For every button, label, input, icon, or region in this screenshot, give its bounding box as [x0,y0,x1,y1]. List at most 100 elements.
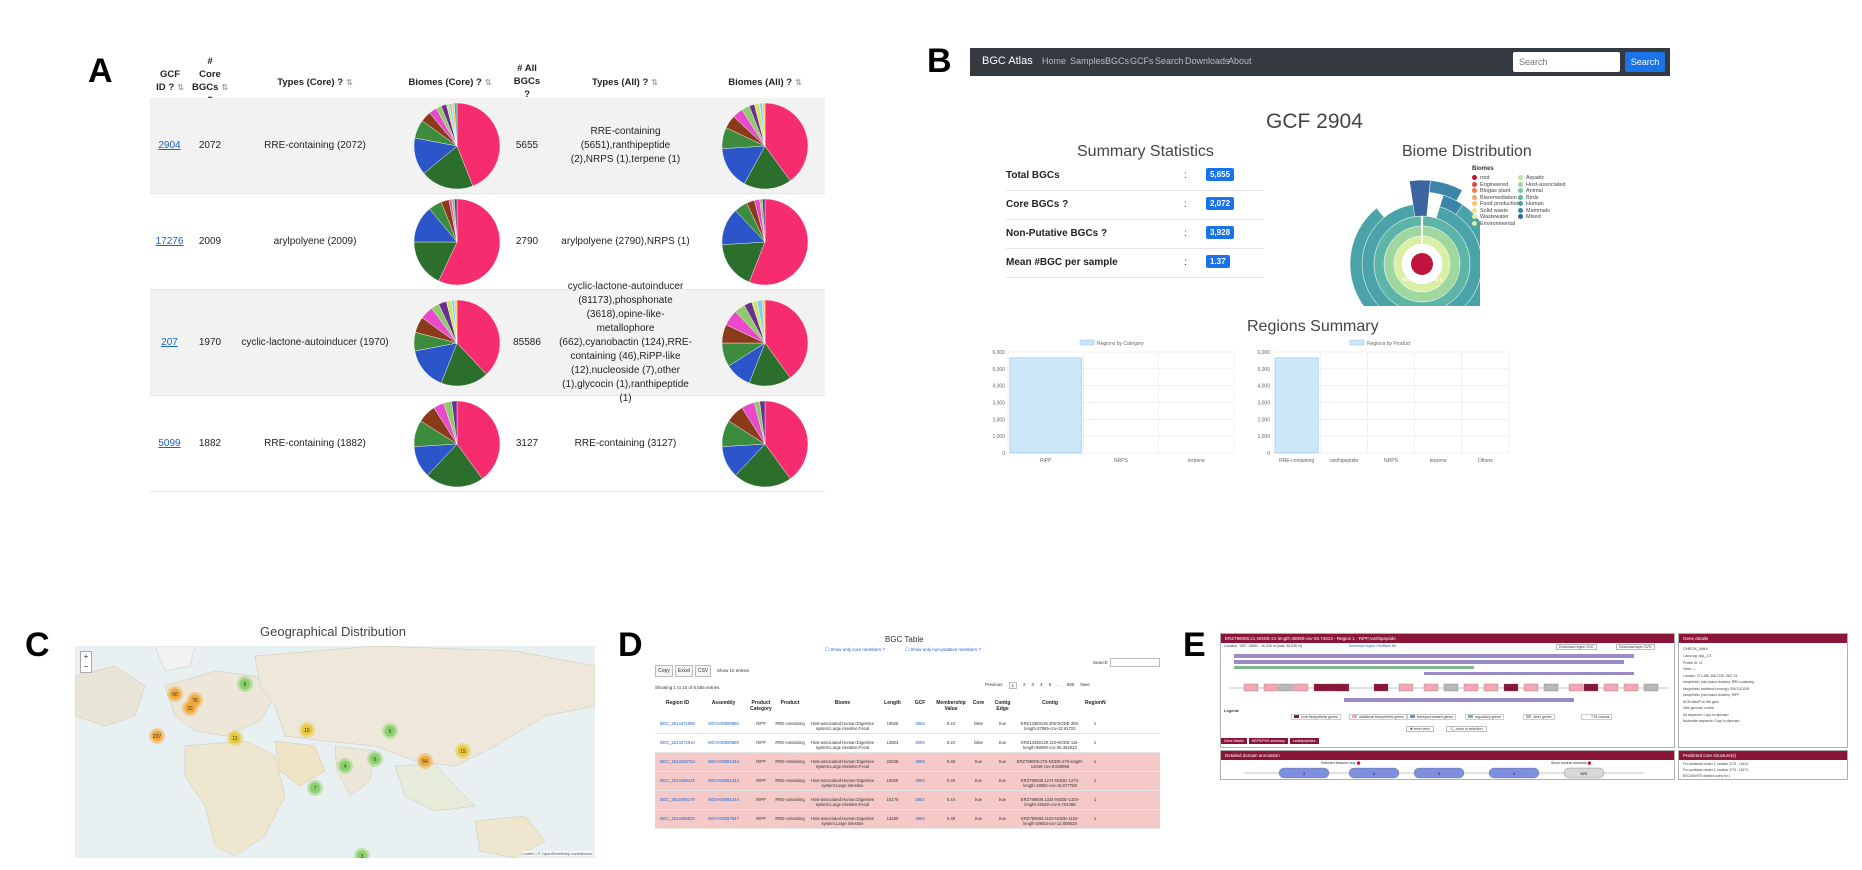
zoom-out-button[interactable]: − [83,662,89,671]
map-cluster-marker[interactable]: 4 [337,758,353,774]
biome-core-pie[interactable] [412,399,502,489]
biome-all-pie[interactable] [720,399,810,489]
cell-region[interactable]: BGC_2514471910 [660,740,695,745]
biome-all-pie[interactable] [720,298,810,388]
module-domains-toggle[interactable]: Show module domains ⬤ [1551,761,1592,765]
tab-nrps-pks[interactable]: NRPS/PKS summary [1248,738,1288,744]
biome-core-pie[interactable] [412,101,502,191]
map-cluster-marker[interactable]: 15 [299,722,315,738]
table-row[interactable]: BGC_2514471910 MGYA00590880 RiPP RRE-contai… [655,734,1160,753]
cell-assembly[interactable]: MGYA00591344 [708,778,739,783]
gcf-id-link[interactable]: 17276 [155,236,184,247]
header-gcf-id[interactable]: GCF ID ? ⇅ [156,69,184,93]
copy-button[interactable]: Copy [655,665,673,677]
download-layer-svg-button[interactable]: Download layer SVG [1616,644,1655,650]
domain-block[interactable]: 3 [1278,767,1330,779]
pagination-item[interactable]: Next [1080,682,1090,687]
nav-item-samples[interactable]: Samples [1070,56,1106,66]
table-row[interactable]: BGC_2514489149 MGYA00591344 RiPP RRE-contai… [655,772,1160,791]
download-genbank-link[interactable]: Download region GenBank file [1349,644,1397,648]
table-header[interactable]: RegionN [1085,700,1106,706]
excel-button[interactable]: Excel [675,665,693,677]
tab-lanthipeptides[interactable]: Lanthipeptides [1289,738,1319,744]
reset-view-button[interactable]: ✖ reset view [1406,726,1434,732]
biome-core-pie[interactable] [412,197,502,287]
pagination-item[interactable]: 5 [1048,682,1052,687]
pagination-item[interactable]: Previous [985,682,1003,687]
table-row[interactable]: BGC_2514471098 MGYA00590880 RiPP RRE-contai… [655,715,1160,734]
table-header[interactable]: Membership Value [936,700,966,712]
search-button[interactable]: Search [1625,52,1665,72]
table-row[interactable]: BGC_2514495833 MGYA00597847 RiPP RRE-contai… [655,810,1160,829]
header-types-all[interactable]: Types (All) ? ⇅ [591,77,658,88]
pagination-item[interactable]: 2 [1023,682,1026,687]
cell-region[interactable]: BGC_2514490179 [660,797,695,802]
filter-non-putative[interactable]: ☐ Show only non-putative members ? [905,647,981,652]
zoom-in-button[interactable]: + [83,652,89,661]
gene-detail-line[interactable]: AA sequence: Copy to clipboard [1683,712,1729,717]
pagination-item[interactable]: 566 [1066,682,1075,687]
cell-gcf[interactable]: 2904 [915,740,925,745]
header-all-bgcs[interactable]: # All BGCs ? [513,63,541,100]
biome-sunburst[interactable]: Human, 131 count [1330,166,1480,306]
map-cluster-marker[interactable]: 54 [417,753,433,769]
domain-block[interactable]: 3 [1413,767,1465,779]
cell-assembly[interactable]: MGYA00590880 [708,740,739,745]
table-header[interactable]: Contig [1042,700,1058,706]
cell-region[interactable]: BGC_2514489149 [660,778,695,783]
map-cluster-marker[interactable]: 9 [382,723,398,739]
cell-gcf[interactable]: 2904 [915,721,925,726]
map-cluster-marker[interactable]: 32 [182,700,198,716]
cell-region[interactable]: BGC_2514471098 [660,721,695,726]
gene-detail-line[interactable]: NCBI BlastP on this gene [1683,699,1719,704]
map-cluster-marker[interactable]: 11 [227,730,243,746]
map-cluster-marker[interactable]: 15 [455,743,471,759]
map-cluster-marker[interactable]: 237 [149,728,165,744]
map-cluster-marker[interactable]: 7 [307,780,323,796]
nav-item-downloads[interactable]: Downloads [1185,56,1230,66]
table-header[interactable]: Length [884,700,901,706]
cell-gcf[interactable]: 2904 [915,797,925,802]
nav-item-search[interactable]: Search [1155,56,1184,66]
cell-assembly[interactable]: MGYA00591344 [708,759,739,764]
map-cluster-marker[interactable]: 3 [354,848,370,858]
gcf-id-link[interactable]: 5099 [158,438,181,449]
table-header[interactable]: Assembly [711,700,736,706]
biome-core-pie[interactable] [412,298,502,388]
download-region-svg-button[interactable]: Download region SVG [1556,644,1597,650]
tab-gene-details[interactable]: Gene details [1221,738,1247,744]
table-row[interactable]: BGC_2514490179 MGYA00591344 RiPP RRE-contai… [655,791,1160,810]
domain-track[interactable]: 3 4 3 4 NRI [1224,766,1674,780]
header-biomes-core[interactable]: Biomes (Core) ? ⇅ [408,77,492,88]
biome-all-pie[interactable] [720,197,810,287]
nav-item-about[interactable]: About [1228,56,1252,66]
domain-block[interactable]: NRI [1563,767,1605,779]
pagination-item[interactable]: 4 [1040,682,1043,687]
pagination-item[interactable]: ... [1057,682,1061,687]
cell-assembly[interactable]: MGYA00590880 [708,721,739,726]
gcf-id-link[interactable]: 2904 [158,140,181,151]
pagination-item[interactable]: 3 [1031,682,1035,687]
nav-brand[interactable]: BGC Atlas [982,55,1033,67]
table-header[interactable]: Product Category [750,700,772,712]
header-types-core[interactable]: Types (Core) ? ⇅ [277,77,353,88]
map-cluster-marker[interactable]: 6 [367,751,383,767]
table-header[interactable]: Contig Edge [994,700,1011,712]
table-header[interactable]: Product [780,700,800,706]
nav-item-bgcs[interactable]: BGCs [1105,56,1130,66]
cell-gcf[interactable]: 2904 [915,759,925,764]
search-input[interactable] [1513,52,1620,72]
selected-only-toggle[interactable]: Selected features only ⬤ [1321,761,1361,765]
table-row[interactable]: BGC_2514483734 MGYA00591344 RiPP RRE-contai… [655,753,1160,772]
domain-block[interactable]: 4 [1488,767,1540,779]
filter-core[interactable]: ☐ Show only core members ? [825,647,885,652]
csv-button[interactable]: CSV [695,665,711,677]
show-entries-select[interactable]: Show 10 entries [717,668,750,673]
biome-all-pie[interactable] [720,101,810,191]
gene-detail-line[interactable]: Nucleotide sequence: Copy to clipboard [1683,719,1740,723]
pagination-item[interactable]: 1 [1008,682,1018,689]
world-map[interactable]: 8 60 35 32 237 11 15 9 4 6 54 7 15 3 + − Leaflet | © … [75,646,595,858]
table-header[interactable]: Biome [834,700,851,706]
cell-region[interactable]: BGC_2514495833 [660,816,695,821]
table-header[interactable]: Region ID [665,700,690,706]
